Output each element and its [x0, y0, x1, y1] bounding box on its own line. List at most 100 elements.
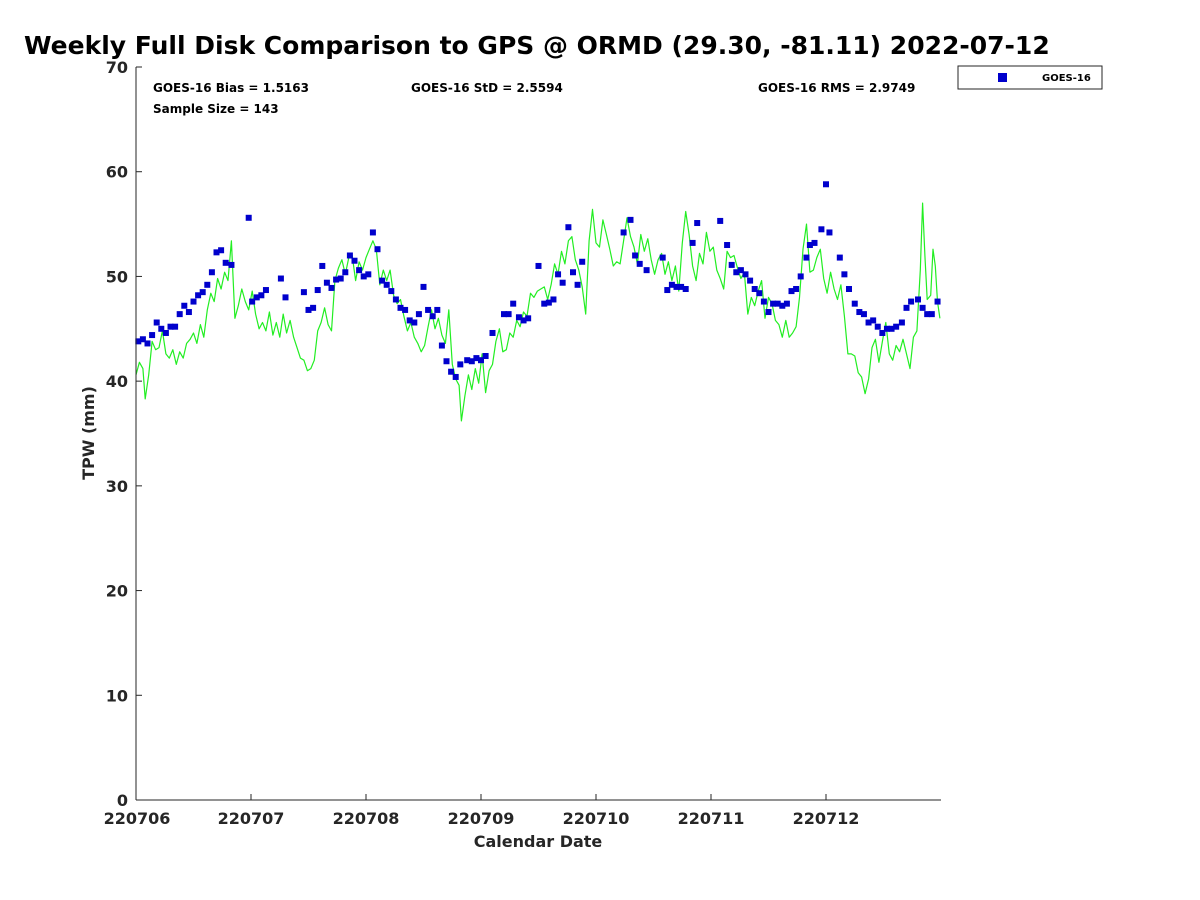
goes-16-point [448, 368, 455, 375]
goes-16-point [310, 304, 317, 311]
goes-16-point [443, 358, 450, 365]
goes-16-point [760, 298, 767, 305]
goes-16-point [747, 277, 754, 284]
legend-box [957, 65, 1103, 90]
goes-16-point [162, 329, 169, 336]
goes-16-point [420, 283, 427, 290]
goes-16-point [245, 214, 252, 221]
goes-16-point [253, 294, 260, 301]
goes-16-point [222, 259, 229, 266]
goes-16-point [478, 357, 484, 364]
goes-16-point [333, 276, 340, 283]
y-tick-label: 40 [106, 372, 128, 391]
x-tick-label: 220706 [104, 809, 171, 828]
goes-16-point [751, 285, 758, 292]
goes-16-point [172, 323, 179, 330]
goes-16-point [319, 262, 326, 269]
goes-16-point [199, 289, 206, 296]
goes-16-point [797, 273, 804, 280]
goes-16-point [457, 361, 464, 368]
x-tick-label: 220712 [793, 809, 860, 828]
x-tick-label: 220708 [333, 809, 400, 828]
goes-16-point [489, 329, 496, 336]
goes-16-point [228, 261, 235, 268]
goes-16-point [434, 306, 441, 313]
goes-16-point [860, 311, 867, 318]
goes-16-point [190, 298, 197, 305]
x-ticks: 220706 220707 220708 220709 220710 220711 2207… [104, 794, 860, 828]
goes-16-point [262, 287, 269, 294]
goes-16-point [468, 358, 475, 365]
goes-16-point [632, 252, 639, 259]
goes-16-point [570, 269, 576, 276]
goes-16-point [300, 289, 307, 296]
goes-16-point [535, 262, 542, 269]
goes-16-point [934, 298, 941, 305]
goes-16-point [144, 340, 151, 347]
goes-16-point [668, 281, 675, 288]
bias-stat: GOES-16 Bias = 1.5163 [153, 81, 309, 95]
gps-series [135, 202, 941, 422]
legend: GOES-16 [957, 65, 1103, 90]
goes-16-point [874, 323, 881, 330]
goes-16-point [783, 300, 790, 307]
x-tick-label: 220707 [218, 809, 285, 828]
goes-16-point [888, 325, 895, 332]
goes-16-point [788, 288, 795, 295]
y-tick-label: 70 [106, 58, 128, 77]
goes-16-point [464, 357, 471, 364]
goes-16-point [541, 300, 548, 307]
goes-16-point [678, 283, 685, 290]
goes-16-point [397, 304, 404, 311]
goes-16-point [213, 249, 220, 256]
goes-16-point [682, 285, 689, 292]
goes-16-point [803, 254, 810, 261]
goes-16-point [689, 239, 696, 246]
goes-16-point [856, 309, 863, 316]
goes-16-point [555, 271, 562, 278]
goes-16-point [249, 298, 256, 305]
plot-area [135, 181, 941, 422]
goes-16-point [204, 281, 211, 288]
goes-16-point [694, 220, 701, 227]
goes-16-point [770, 300, 777, 307]
goes-16-point [356, 267, 363, 274]
x-tick-label: 220711 [678, 809, 745, 828]
goes-16-point [139, 336, 146, 343]
goes-16-point [520, 317, 527, 324]
goes-16-point [627, 216, 634, 223]
y-tick-label: 20 [106, 582, 128, 601]
chart-title: Weekly Full Disk Comparison to GPS @ ORM… [24, 31, 1050, 60]
goes-16-point [158, 325, 165, 332]
goes-16-point [411, 319, 418, 326]
goes-16-point [305, 306, 312, 313]
goes-16-point [774, 300, 781, 307]
goes-16-point [473, 355, 480, 362]
goes-16-point [181, 302, 188, 309]
goes-16-point [928, 311, 935, 318]
goes-16-point [823, 181, 829, 188]
goes-16-point [402, 306, 409, 313]
goes-16-point [806, 242, 813, 249]
legend-marker-goes-16 [998, 73, 1007, 82]
goes-16-point [818, 226, 825, 233]
goes-16-point [342, 269, 349, 276]
goes-16-point [779, 302, 786, 309]
goes-16-point [510, 300, 517, 307]
goes-16-point [314, 287, 321, 294]
goes-16-point [565, 224, 572, 231]
goes-16-point [742, 271, 749, 278]
goes-16-point [258, 292, 265, 299]
goes-16-point [218, 247, 225, 254]
goes-16-point [153, 319, 160, 326]
std-stat: GOES-16 StD = 2.5594 [411, 81, 563, 95]
goes-16-point [374, 246, 381, 253]
goes-16-point [620, 229, 627, 236]
goes-16-point [883, 325, 890, 332]
goes-16-point [737, 267, 744, 274]
axes: 0 10 20 30 40 50 60 70 220706 220707 220708 220709… [104, 58, 941, 828]
goes-16-point [903, 304, 910, 311]
y-tick-label: 50 [106, 267, 128, 286]
goes-16-point [879, 329, 886, 336]
